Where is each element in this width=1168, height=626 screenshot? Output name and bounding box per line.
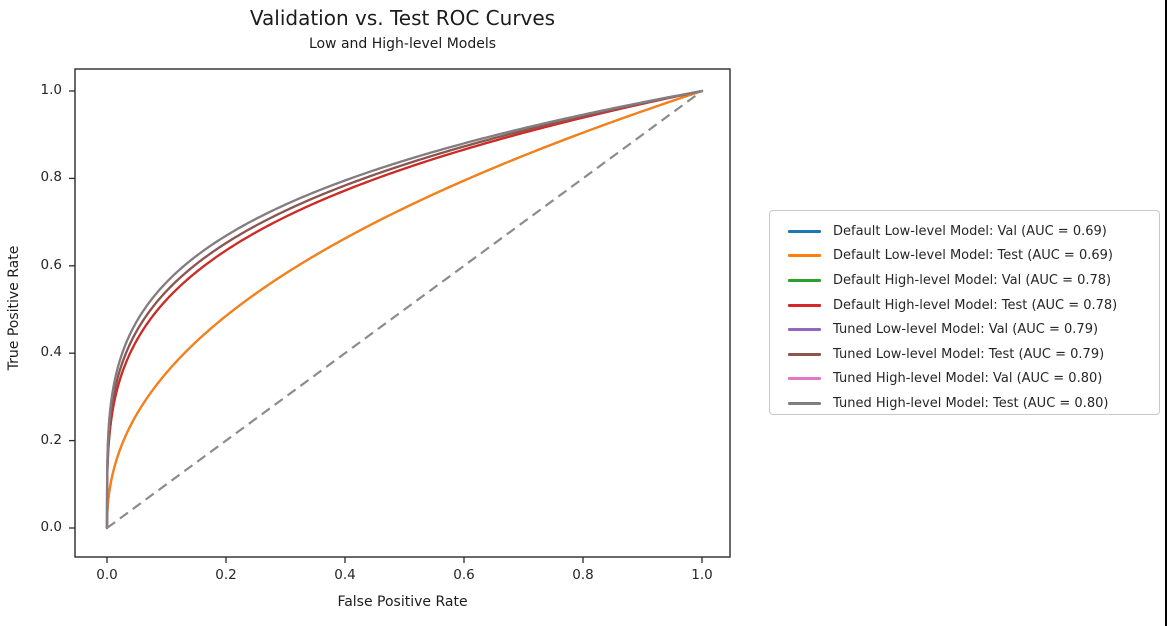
roc-curve	[105, 89, 704, 530]
legend-swatch-line	[788, 278, 821, 282]
legend: Default Low-level Model: Val (AUC = 0.69…	[769, 210, 1160, 415]
x-tick-label: 0.6	[453, 567, 475, 583]
roc-curve	[105, 89, 704, 530]
legend-label: Tuned Low-level Model: Test (AUC = 0.79)	[833, 346, 1105, 362]
legend-item: Tuned Low-level Model: Test (AUC = 0.79)	[788, 342, 1159, 367]
legend-swatch-line	[788, 328, 821, 332]
y-tick-label: 0.2	[40, 431, 62, 448]
legend-label: Default Low-level Model: Test (AUC = 0.6…	[833, 248, 1113, 264]
chart-title: Validation vs. Test ROC Curves	[249, 6, 556, 30]
x-tick-label: 0.2	[215, 567, 237, 583]
legend-item: Default High-level Model: Test (AUC = 0.…	[788, 293, 1159, 318]
x-tick-label: 0.0	[96, 567, 118, 583]
legend-swatch-line	[788, 254, 821, 258]
roc-curve	[105, 89, 704, 530]
legend-item: Tuned Low-level Model: Val (AUC = 0.79)	[788, 317, 1159, 342]
x-tick-label: 1.0	[691, 567, 713, 583]
x-tick-label: 0.4	[334, 567, 356, 583]
legend-label: Default High-level Model: Val (AUC = 0.7…	[833, 272, 1112, 288]
legend-item: Tuned High-level Model: Test (AUC = 0.80…	[788, 391, 1159, 416]
legend-label: Tuned High-level Model: Val (AUC = 0.80)	[833, 371, 1103, 387]
roc-curve	[105, 89, 704, 530]
legend-item: Default High-level Model: Val (AUC = 0.7…	[788, 268, 1159, 293]
legend-label: Tuned Low-level Model: Val (AUC = 0.79)	[833, 322, 1099, 338]
x-axis-label: False Positive Rate	[337, 594, 468, 610]
y-tick-label: 0.4	[40, 344, 62, 361]
legend-item: Default Low-level Model: Val (AUC = 0.69…	[788, 219, 1159, 244]
x-tick-label: 0.8	[572, 567, 594, 583]
legend-swatch-line	[788, 303, 821, 307]
legend-label: Default Low-level Model: Val (AUC = 0.69…	[833, 223, 1107, 239]
y-tick-label: 0.8	[40, 169, 62, 186]
legend-item: Default Low-level Model: Test (AUC = 0.6…	[788, 244, 1159, 269]
legend-swatch-line	[788, 401, 821, 405]
legend-swatch-line	[788, 352, 821, 356]
chance-line	[106, 90, 703, 529]
y-axis-label: True Positive Rate	[6, 245, 22, 371]
y-tick-label: 0.6	[40, 256, 62, 273]
chart-subtitle: Low and High-level Models	[308, 36, 497, 52]
window-edge-right	[1165, 0, 1167, 626]
y-tick-label: 0.0	[40, 519, 62, 535]
legend-label: Tuned High-level Model: Test (AUC = 0.80…	[833, 395, 1109, 411]
axes-box	[74, 68, 731, 558]
y-tick-label: 1.0	[40, 82, 62, 98]
legend-label: Default High-level Model: Test (AUC = 0.…	[833, 297, 1118, 313]
legend-swatch-line	[788, 377, 821, 381]
legend-swatch-line	[788, 229, 821, 233]
legend-item: Tuned High-level Model: Val (AUC = 0.80)	[788, 367, 1159, 392]
